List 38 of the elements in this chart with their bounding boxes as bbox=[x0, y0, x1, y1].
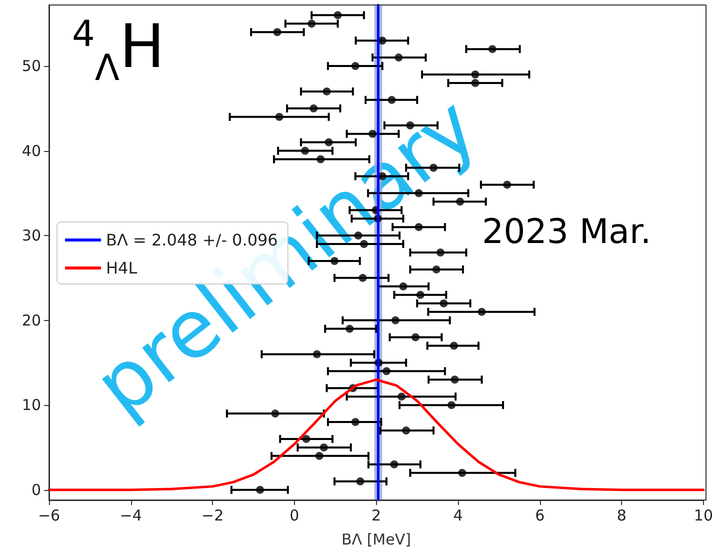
y-tick-label: 30 bbox=[22, 226, 41, 245]
x-tick-label: 2 bbox=[371, 506, 381, 524]
x-tick-label: 10 bbox=[694, 506, 714, 524]
point bbox=[302, 434, 310, 443]
x-tick-label: −2 bbox=[202, 506, 224, 524]
point bbox=[388, 96, 396, 104]
y-tick-label: 20 bbox=[22, 311, 41, 330]
x-axis-title: BΛ [MeV] bbox=[341, 530, 411, 548]
point bbox=[378, 36, 386, 45]
point bbox=[320, 443, 328, 452]
annotation: 2023 Mar. bbox=[482, 212, 652, 252]
point bbox=[488, 45, 496, 54]
point bbox=[334, 11, 342, 20]
x-tick-label: −6 bbox=[38, 506, 60, 524]
point bbox=[458, 468, 466, 477]
point bbox=[390, 460, 398, 468]
y-tick-label: 0 bbox=[31, 480, 41, 499]
point bbox=[402, 426, 410, 434]
point bbox=[471, 78, 480, 87]
point bbox=[478, 308, 486, 316]
point bbox=[394, 54, 403, 62]
x-tick-label: 8 bbox=[616, 506, 626, 524]
x-tick-label: −4 bbox=[120, 506, 142, 524]
point bbox=[503, 180, 512, 189]
point bbox=[273, 28, 282, 36]
x-tick-label: 6 bbox=[535, 506, 545, 524]
x-tick-label: 4 bbox=[453, 506, 463, 524]
point bbox=[315, 452, 324, 460]
y-tick-label: 10 bbox=[22, 396, 41, 414]
point bbox=[356, 477, 364, 486]
point bbox=[471, 70, 480, 78]
point bbox=[308, 20, 316, 28]
point bbox=[322, 87, 331, 96]
y-tick-label: 40 bbox=[22, 142, 41, 160]
x-tick-label: 0 bbox=[290, 506, 300, 524]
y-tick-label: 50 bbox=[22, 57, 41, 76]
point bbox=[256, 486, 264, 494]
point bbox=[351, 62, 360, 70]
